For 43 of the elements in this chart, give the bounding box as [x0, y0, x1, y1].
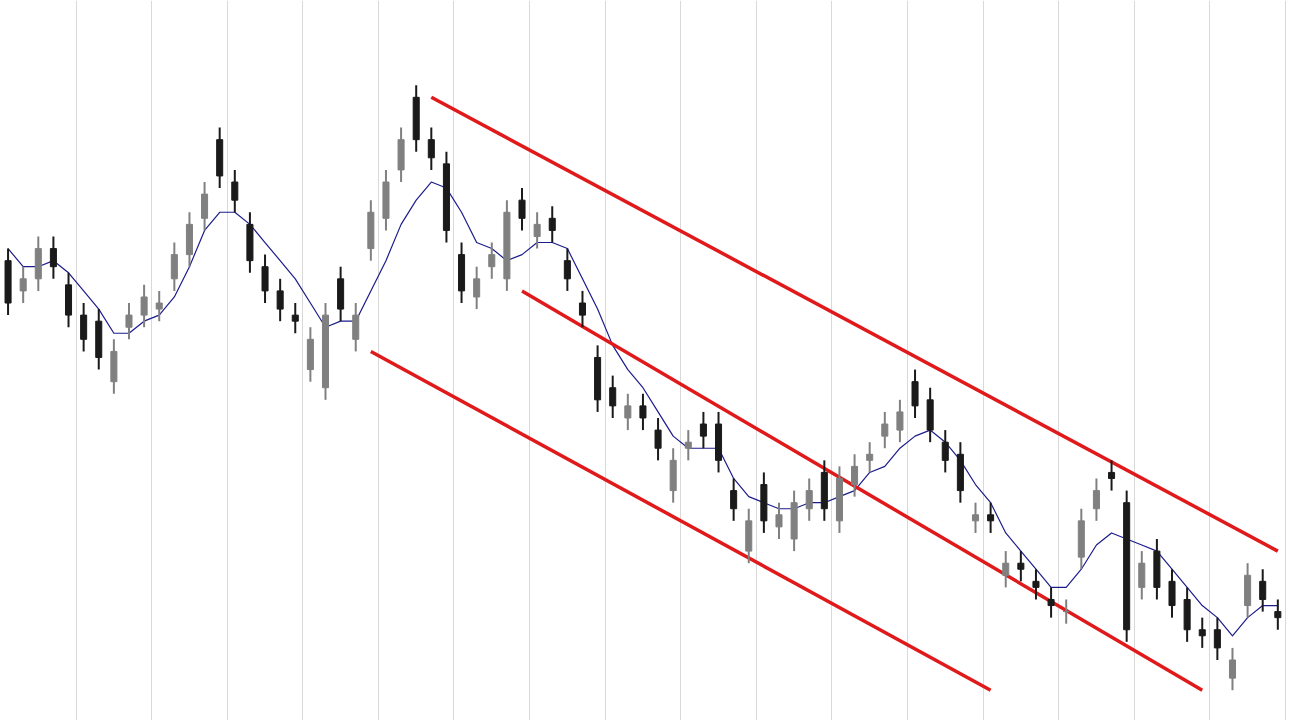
candlestick — [276, 277, 284, 323]
candlestick — [639, 392, 647, 432]
candlestick — [684, 429, 692, 462]
candlestick — [1259, 568, 1267, 613]
candlestick — [563, 247, 571, 292]
candlestick — [609, 374, 617, 419]
candlestick — [473, 265, 481, 311]
candlestick — [518, 187, 526, 232]
candlestick — [19, 265, 27, 305]
candlestick — [881, 410, 889, 450]
candlestick — [1274, 598, 1282, 631]
candlestick — [1032, 568, 1040, 601]
candlestick — [851, 453, 859, 498]
candlestick — [578, 289, 586, 329]
candlestick — [231, 168, 239, 214]
candlestick — [49, 235, 57, 280]
candlestick — [1198, 616, 1206, 649]
candlestick — [866, 441, 874, 474]
candlestick — [1228, 646, 1236, 692]
candlestick — [730, 477, 738, 522]
candlestick — [654, 416, 662, 462]
candlestick — [971, 501, 980, 534]
candlestick — [1092, 477, 1100, 522]
candlestick — [488, 241, 496, 280]
candlestick — [699, 410, 707, 450]
candlestick — [1108, 459, 1116, 492]
candlestick — [427, 126, 435, 171]
candlestick — [941, 429, 949, 474]
candlestick — [1017, 550, 1025, 583]
candlestick — [140, 283, 148, 329]
candlestick — [1002, 550, 1010, 589]
candlestick — [125, 302, 133, 341]
candlestick — [548, 205, 556, 244]
candlestick — [1213, 616, 1221, 661]
candlestick — [155, 289, 163, 323]
candlestick — [987, 501, 995, 534]
candlestick — [624, 392, 632, 432]
candlestick — [533, 211, 541, 250]
candlestick — [1047, 586, 1055, 619]
candlestick — [805, 477, 813, 522]
candlestick — [775, 501, 783, 540]
candlestick — [291, 302, 299, 335]
candlestick — [896, 398, 904, 444]
